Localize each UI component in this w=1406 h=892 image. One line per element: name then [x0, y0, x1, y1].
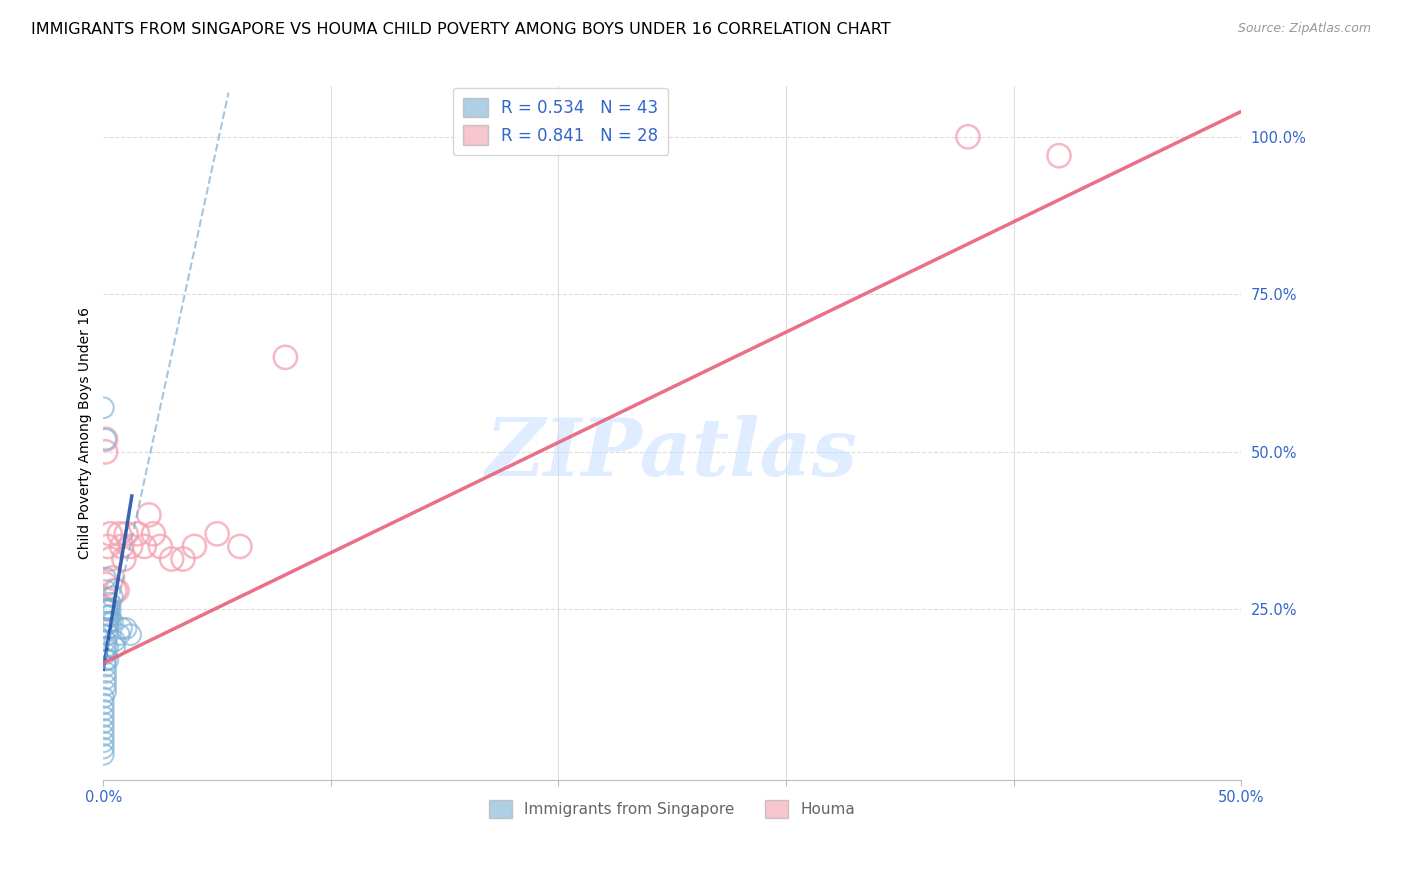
Point: [229, 540, 252, 554]
Point: [93, 741, 115, 756]
Point: [94, 432, 117, 446]
Point: [104, 634, 127, 648]
Point: [1047, 149, 1070, 163]
Point: [93, 401, 115, 415]
Point: [160, 552, 183, 566]
Point: [149, 540, 172, 554]
Point: [183, 540, 205, 554]
Point: [97, 640, 120, 655]
Legend: Immigrants from Singapore, Houma: Immigrants from Singapore, Houma: [484, 794, 862, 824]
Point: [94, 634, 117, 648]
Point: [97, 627, 120, 641]
Point: [110, 621, 132, 635]
Point: [98, 602, 121, 616]
Point: [115, 621, 138, 635]
Point: [93, 703, 115, 717]
Point: [98, 596, 121, 610]
Point: [205, 526, 228, 541]
Point: [97, 602, 120, 616]
Point: [98, 552, 121, 566]
Point: [94, 577, 117, 591]
Point: [98, 615, 121, 629]
Point: [97, 621, 120, 635]
Point: [93, 690, 115, 705]
Point: [97, 608, 120, 623]
Point: [93, 715, 115, 730]
Point: [112, 552, 135, 566]
Point: [94, 640, 117, 655]
Text: ZIPatlas: ZIPatlas: [486, 415, 858, 492]
Point: [93, 697, 115, 711]
Point: [104, 583, 127, 598]
Point: [94, 684, 117, 698]
Text: IMMIGRANTS FROM SINGAPORE VS HOUMA CHILD POVERTY AMONG BOYS UNDER 16 CORRELATION: IMMIGRANTS FROM SINGAPORE VS HOUMA CHILD…: [31, 22, 890, 37]
Point: [142, 526, 165, 541]
Point: [956, 129, 979, 144]
Point: [115, 526, 138, 541]
Point: [94, 647, 117, 661]
Point: [110, 540, 132, 554]
Point: [93, 709, 115, 723]
Point: [94, 445, 117, 459]
Point: [94, 653, 117, 667]
Point: [94, 583, 117, 598]
Point: [108, 526, 131, 541]
Point: [93, 747, 115, 762]
Y-axis label: Child Poverty Among Boys Under 16: Child Poverty Among Boys Under 16: [79, 307, 93, 559]
Point: [134, 540, 156, 554]
Point: [101, 590, 124, 604]
Point: [97, 540, 120, 554]
Point: [127, 526, 149, 541]
Point: [94, 602, 117, 616]
Point: [172, 552, 194, 566]
Point: [97, 615, 120, 629]
Point: [108, 627, 131, 641]
Point: [98, 608, 121, 623]
Point: [94, 659, 117, 673]
Point: [94, 672, 117, 686]
Point: [97, 653, 120, 667]
Point: [98, 526, 121, 541]
Point: [94, 678, 117, 692]
Point: [105, 583, 128, 598]
Point: [97, 602, 120, 616]
Point: [138, 508, 160, 522]
Point: [94, 571, 117, 585]
Point: [101, 615, 124, 629]
Point: [94, 665, 117, 680]
Point: [120, 540, 142, 554]
Point: [94, 432, 117, 446]
Point: [101, 571, 124, 585]
Point: [104, 640, 127, 655]
Point: [93, 722, 115, 736]
Point: [274, 351, 297, 365]
Point: [93, 729, 115, 743]
Text: Source: ZipAtlas.com: Source: ZipAtlas.com: [1237, 22, 1371, 36]
Point: [120, 627, 142, 641]
Point: [93, 735, 115, 749]
